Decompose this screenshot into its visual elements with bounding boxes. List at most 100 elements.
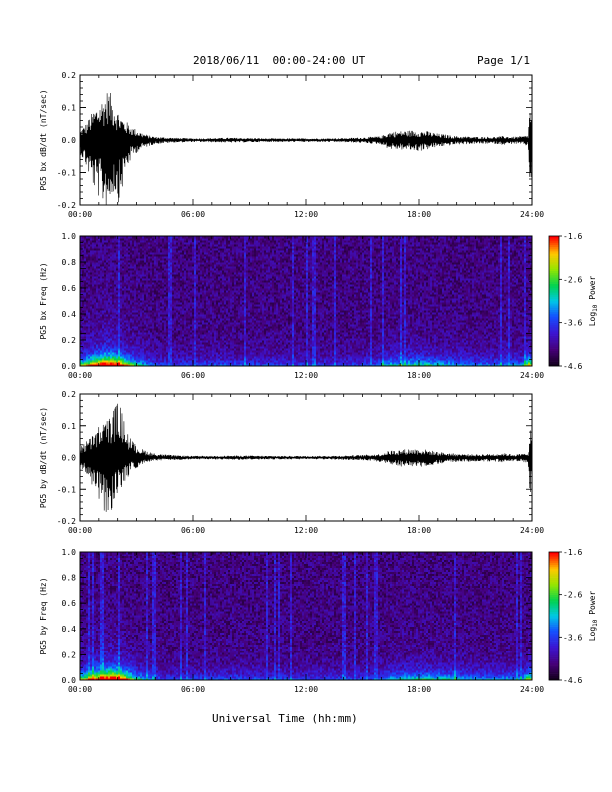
spectrogram-cell	[200, 312, 203, 315]
spectrogram-cell	[96, 338, 99, 341]
spectrogram-cell	[172, 318, 175, 321]
spectrogram-cell	[124, 342, 127, 345]
spectrogram-cell	[112, 244, 115, 247]
spectrogram-cell	[198, 246, 201, 249]
spectrogram-cell	[130, 316, 133, 319]
spectrogram-cell	[162, 312, 165, 315]
spectrogram-cell	[204, 336, 207, 339]
spectrogram-cell	[190, 252, 193, 255]
spectrogram-cell	[220, 330, 223, 333]
spectrogram-cell	[120, 288, 123, 291]
spectrogram-cell	[82, 326, 85, 329]
spectrogram-cell	[170, 356, 173, 359]
spectrogram-cell	[152, 330, 155, 333]
spectrogram-cell	[196, 332, 199, 335]
spectrogram-cell	[222, 274, 225, 277]
spectrogram-cell	[130, 274, 133, 277]
spectrogram-cell	[204, 318, 207, 321]
spectrogram-cell	[104, 330, 107, 333]
spectrogram-cell	[196, 272, 199, 275]
spectrogram-cell	[166, 244, 169, 247]
spectrogram-cell	[98, 272, 101, 275]
spectrogram-cell	[94, 254, 97, 257]
spectrogram-cell	[200, 260, 203, 263]
spectrogram-cell	[92, 354, 95, 357]
spectrogram-cell	[214, 244, 217, 247]
spectrogram-cell	[140, 342, 143, 345]
spectrogram-cell	[204, 344, 207, 347]
spectrogram-cell	[156, 354, 159, 357]
spectrogram-cell	[144, 304, 147, 307]
spectrogram-cell	[122, 308, 125, 311]
spectrogram-cell	[102, 338, 105, 341]
spectrogram-cell	[184, 302, 187, 305]
spectrogram-cell	[224, 350, 227, 353]
spectrogram-cell	[172, 358, 175, 361]
spectrogram-cell	[222, 324, 225, 327]
spectrogram-cell	[214, 288, 217, 291]
spectrogram-cell	[112, 344, 115, 347]
spectrogram-cell	[126, 260, 129, 263]
spectrogram-cell	[168, 294, 171, 297]
spectrogram-cell	[184, 294, 187, 297]
spectrogram-cell	[150, 236, 153, 239]
spectrogram-cell	[222, 320, 225, 323]
spectrogram-cell	[208, 348, 211, 351]
spectrogram-cell	[96, 270, 99, 273]
spectrogram-cell	[198, 236, 201, 239]
spectrogram-cell	[84, 272, 87, 275]
spectrogram-cell	[102, 252, 105, 255]
spectrogram-cell	[184, 292, 187, 295]
spectrogram-cell	[156, 236, 159, 239]
spectrogram-cell	[144, 326, 147, 329]
spectrogram-cell	[184, 300, 187, 303]
spectrogram-cell	[88, 252, 91, 255]
spectrogram-cell	[156, 242, 159, 245]
spectrogram-cell	[152, 326, 155, 329]
spectrogram-cell	[114, 342, 117, 345]
spectrogram-cell	[118, 284, 121, 287]
spectrogram-cell	[122, 278, 125, 281]
spectrogram-cell	[100, 306, 103, 309]
spectrogram-cell	[150, 310, 153, 313]
spectrogram-cell	[142, 266, 145, 269]
spectrogram-cell	[116, 240, 119, 243]
spectrogram-cell	[104, 258, 107, 261]
spectrogram-cell	[138, 312, 141, 315]
spectrogram-cell	[108, 330, 111, 333]
spectrogram-cell	[214, 360, 217, 363]
spectrogram-cell	[90, 360, 93, 363]
spectrogram-cell	[206, 302, 209, 305]
spectrogram-cell	[106, 238, 109, 241]
spectrogram-cell	[90, 346, 93, 349]
spectrogram-cell	[198, 280, 201, 283]
spectrogram-cell	[128, 260, 131, 263]
spectrogram-cell	[220, 256, 223, 259]
spectrogram-cell	[154, 296, 157, 299]
spectrogram-cell	[212, 352, 215, 355]
spectrogram-cell	[126, 318, 129, 321]
spectrogram-cell	[118, 302, 121, 305]
spectrogram-cell	[136, 268, 139, 271]
spectrogram-cell	[122, 310, 125, 313]
spectrogram-cell	[180, 286, 183, 289]
spectrogram-cell	[222, 328, 225, 331]
spectrogram-cell	[128, 324, 131, 327]
spectrogram-cell	[188, 284, 191, 287]
spectrogram-cell	[188, 266, 191, 269]
spectrogram-cell	[184, 254, 187, 257]
spectrogram-cell	[228, 284, 231, 287]
spectrogram-cell	[96, 282, 99, 285]
spectrogram-cell	[132, 340, 135, 343]
spectrogram-cell	[160, 272, 163, 275]
spectrogram-cell	[166, 328, 169, 331]
spectrogram-cell	[212, 360, 215, 363]
spectrogram-cell	[104, 270, 107, 273]
spectrogram-cell	[182, 312, 185, 315]
spectrogram-cell	[228, 306, 231, 309]
spectrogram-cell	[204, 288, 207, 291]
spectrogram-cell	[140, 288, 143, 291]
spectrogram-cell	[172, 244, 175, 247]
spectrogram-cell	[92, 278, 95, 281]
